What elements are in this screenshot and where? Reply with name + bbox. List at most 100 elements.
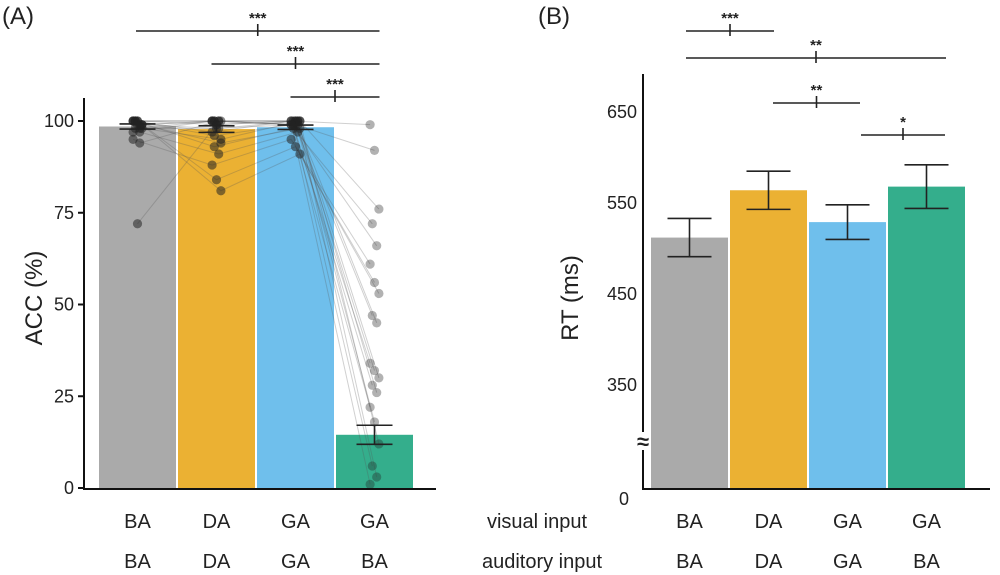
panel-a-y-axis-label: ACC (%)	[21, 251, 48, 346]
subject-point	[369, 417, 380, 427]
subject-line	[137, 120, 375, 423]
subject-line	[133, 120, 371, 126]
subject-point	[367, 380, 377, 390]
panel-a-auditory-category: DA	[203, 551, 231, 573]
subject-point	[214, 116, 224, 126]
subject-point	[365, 259, 375, 269]
panel-a: (A) ACC (%) 0 25 50 75 100 *** *** *** BA DA GA G…	[2, 3, 436, 573]
subject-point	[367, 310, 377, 321]
subject-point	[207, 160, 217, 170]
subject-point	[374, 373, 384, 383]
panel-b-y-tick-label: 450	[607, 284, 637, 304]
acc-bar-3	[257, 127, 334, 488]
panel-a-y-tick-label: 25	[54, 386, 74, 406]
panel-b-auditory-category: DA	[755, 551, 783, 573]
subject-point	[365, 358, 375, 368]
panel-b-auditory-category: GA	[833, 551, 863, 573]
subject-line	[132, 138, 371, 265]
panel-a-error-bars	[119, 123, 393, 446]
rt-bar-1	[651, 237, 728, 488]
panel-a-auditory-category: BA	[361, 551, 388, 573]
subject-point	[365, 402, 375, 412]
subject-point	[290, 142, 301, 152]
subject-point	[372, 472, 382, 482]
panel-b-y-tick-label: 550	[607, 193, 637, 213]
panel-a-sig-label: ***	[326, 76, 344, 93]
panel-a-visual-category: GA	[360, 511, 390, 533]
panel-b-y-axis-label: RT (ms)	[557, 255, 584, 341]
panel-a-auditory-category: BA	[124, 551, 151, 573]
auditory-input-label: auditory input	[482, 551, 603, 573]
panel-b-visual-category: GA	[833, 511, 863, 533]
subject-point	[209, 131, 219, 141]
panel-b-y-tick-label: 650	[607, 102, 637, 122]
subject-line	[133, 120, 371, 485]
subject-point	[135, 138, 145, 148]
subject-line	[141, 120, 380, 210]
subject-point	[216, 186, 226, 196]
subject-point	[216, 138, 226, 148]
subject-point	[374, 204, 384, 214]
panel-b-sig-label: *	[900, 114, 906, 131]
panel-b-sig-label: ***	[721, 10, 739, 27]
acc-bar-2	[178, 129, 255, 488]
panel-b-visual-category: GA	[912, 511, 942, 533]
panel-a-visual-category: GA	[281, 511, 311, 533]
rt-bar-3	[809, 222, 886, 489]
subject-point	[286, 134, 296, 144]
subject-line	[137, 120, 375, 371]
panel-b-sig-label: **	[811, 82, 823, 99]
subject-line	[139, 120, 378, 478]
subject-line	[139, 120, 378, 393]
axis-break-icon: ≈	[637, 429, 649, 454]
panel-a-y-axis: 0 25 50 75 100	[44, 98, 436, 498]
subject-line	[139, 131, 378, 247]
panel-a-significance: *** *** ***	[136, 10, 380, 102]
panel-a-x-categories: BA DA GA GA BA DA GA BA	[124, 511, 389, 573]
rt-bar-4	[888, 186, 965, 488]
acc-bar-1	[99, 126, 176, 488]
subject-line	[139, 120, 378, 324]
panel-a-sig-label: ***	[249, 10, 267, 27]
subject-point	[369, 277, 380, 288]
subject-point	[372, 241, 382, 251]
panel-b-auditory-category: BA	[913, 551, 940, 573]
panel-a-y-tick-label: 75	[54, 203, 74, 223]
visual-input-label: visual input	[487, 511, 588, 533]
subject-line	[135, 120, 373, 467]
panel-a-auditory-category: GA	[281, 551, 311, 573]
panel-a-sig-label: ***	[287, 43, 305, 60]
panel-b-x-categories: BA DA GA GA BA DA GA BA	[676, 511, 941, 573]
subject-line	[135, 120, 373, 316]
subject-point	[374, 288, 384, 299]
panel-a-bars	[99, 126, 413, 488]
panel-a-y-tick-label: 0	[64, 478, 74, 498]
subject-line	[141, 120, 380, 445]
subject-line	[137, 120, 375, 283]
panel-b-sig-label: **	[810, 37, 822, 54]
panel-b-significance: ********	[686, 10, 946, 140]
subject-line	[135, 120, 373, 386]
panel-a-visual-category: BA	[124, 511, 151, 533]
panel-a-subject-lines	[128, 116, 384, 489]
subject-point	[211, 175, 222, 185]
subject-line	[141, 124, 380, 379]
panel-b-y-axis: ≈350 450 550 650 0	[607, 74, 990, 509]
subject-point	[132, 219, 143, 229]
subject-point	[372, 318, 382, 328]
panel-a-y-tick-label: 50	[54, 295, 74, 315]
panel-b-label: (B)	[538, 3, 570, 30]
panel-b-visual-category: DA	[755, 511, 783, 533]
panel-b-error-bars	[667, 163, 949, 258]
subject-point	[369, 145, 380, 155]
panel-a-y-tick-label: 100	[44, 111, 74, 131]
subject-point	[367, 461, 377, 471]
subject-line	[133, 120, 371, 364]
subject-point	[214, 149, 224, 159]
subject-point	[369, 365, 380, 376]
subject-point	[365, 479, 375, 489]
subject-point	[372, 387, 382, 398]
panel-b-visual-category: BA	[676, 511, 703, 533]
subject-point	[365, 120, 375, 130]
